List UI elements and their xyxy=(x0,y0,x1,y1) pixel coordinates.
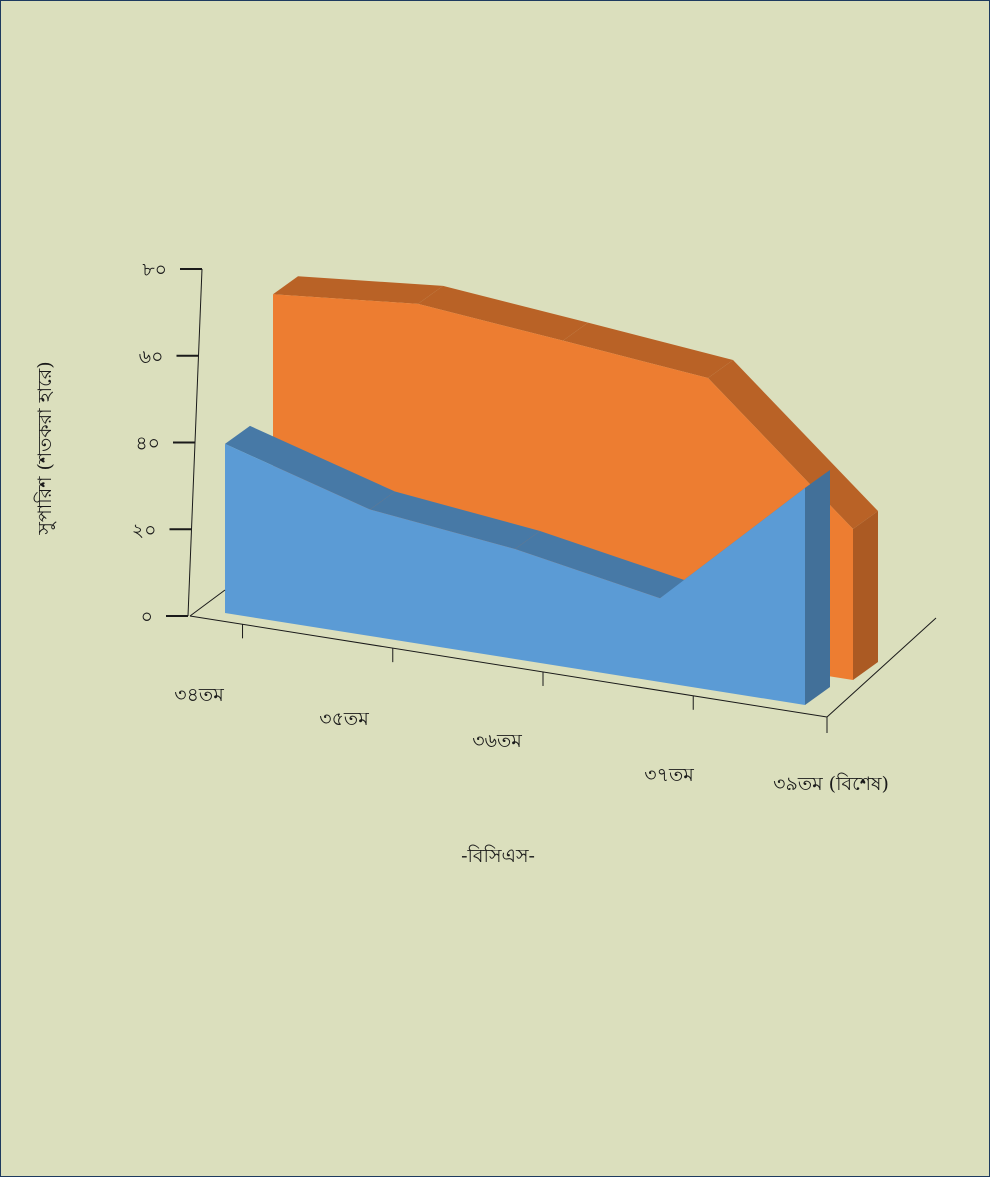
y-tick-label: ৬০ xyxy=(139,346,164,368)
series-layer xyxy=(225,276,878,705)
x-tick-label: ৩৯তম (বিশেষ) xyxy=(773,773,889,795)
y-tick-label: ০ xyxy=(141,606,153,628)
y-tick-label: ৪০ xyxy=(135,433,160,455)
series-1-side-face xyxy=(805,470,830,705)
y-tick-label: ৮০ xyxy=(142,259,167,281)
series-2-side-face xyxy=(853,511,878,680)
x-tick-label: ৩৪তম xyxy=(174,684,224,706)
x-tick-label: ৩৬তম xyxy=(472,730,522,752)
x-tick-label: ৩৫তম xyxy=(319,708,369,730)
depth-axis-left xyxy=(190,590,225,616)
y-axis-title: সুপারিশ (শতকরা হারে) xyxy=(34,361,56,535)
x-axis-title: -বিসিএস- xyxy=(461,845,535,867)
y-tick-label: ২০ xyxy=(132,519,157,541)
x-tick-label: ৩৭তম xyxy=(644,764,694,786)
